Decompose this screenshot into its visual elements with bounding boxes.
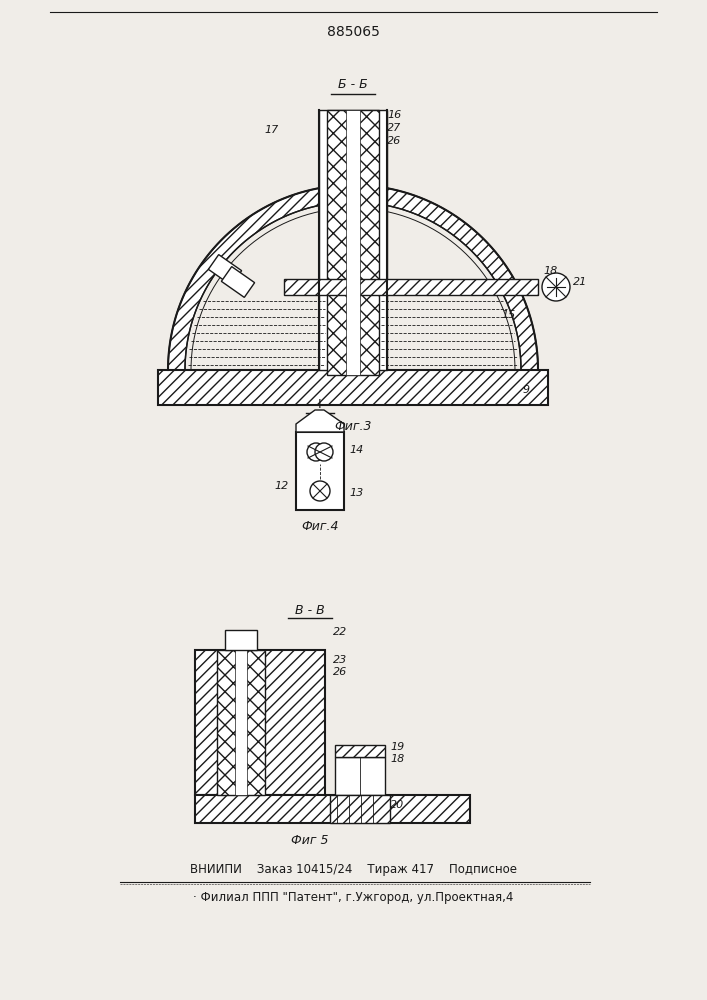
Text: 12: 12 — [274, 481, 288, 491]
Text: 15: 15 — [501, 310, 515, 320]
Polygon shape — [168, 185, 538, 370]
Text: 21: 21 — [573, 277, 588, 287]
Text: 13: 13 — [349, 488, 363, 498]
Text: В - В: В - В — [295, 603, 325, 616]
Text: 885065: 885065 — [327, 25, 380, 39]
Circle shape — [307, 443, 325, 461]
Text: 27: 27 — [387, 123, 402, 133]
Text: ВНИИПИ    Заказ 10415/24    Тираж 417    Подписное: ВНИИПИ Заказ 10415/24 Тираж 417 Подписно… — [189, 863, 517, 876]
Text: 22: 22 — [333, 627, 347, 637]
Circle shape — [315, 443, 333, 461]
Bar — [346, 110, 360, 375]
Bar — [221, 267, 255, 297]
Text: 14: 14 — [349, 445, 363, 455]
Text: 23: 23 — [333, 655, 347, 665]
Text: Фиг.3: Фиг.3 — [334, 420, 372, 434]
Circle shape — [542, 273, 570, 301]
Text: · Филиал ППП "Патент", г.Ужгород, ул.Проектная,4: · Филиал ППП "Патент", г.Ужгород, ул.Про… — [193, 890, 513, 904]
Text: 16: 16 — [387, 110, 402, 120]
Text: Фиг.4: Фиг.4 — [301, 520, 339, 532]
Text: 17: 17 — [264, 125, 279, 135]
Text: Б - Б: Б - Б — [338, 79, 368, 92]
Bar — [195, 795, 470, 823]
Bar — [195, 650, 325, 795]
Bar — [327, 110, 379, 375]
Bar — [235, 650, 247, 795]
Bar — [330, 795, 390, 823]
Text: 19: 19 — [390, 742, 404, 752]
Bar — [319, 110, 387, 370]
Text: 9: 9 — [523, 385, 530, 395]
Text: 18: 18 — [543, 266, 557, 276]
Polygon shape — [296, 410, 344, 432]
Text: 18: 18 — [390, 754, 404, 764]
Bar — [335, 745, 385, 757]
Circle shape — [310, 481, 330, 501]
Text: I: I — [318, 398, 322, 412]
Text: 26: 26 — [333, 667, 347, 677]
Bar — [335, 757, 385, 795]
Bar — [158, 370, 548, 405]
Text: 26: 26 — [387, 136, 402, 146]
Bar — [225, 630, 257, 650]
Bar — [217, 650, 265, 795]
Text: Фиг 5: Фиг 5 — [291, 834, 329, 848]
Bar — [209, 255, 242, 285]
Bar — [296, 432, 344, 510]
Bar — [284, 279, 538, 295]
Text: 20: 20 — [390, 800, 404, 810]
